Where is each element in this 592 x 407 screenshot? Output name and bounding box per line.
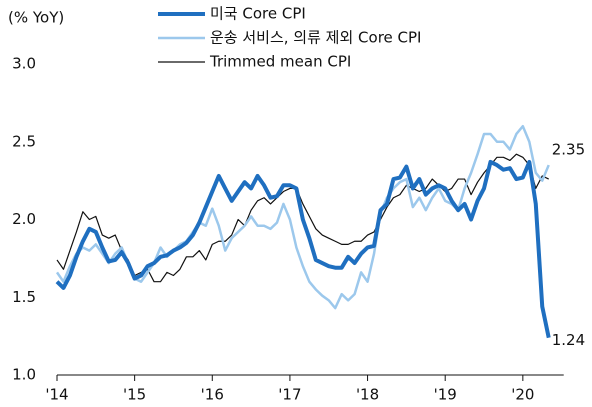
x-tick-label: '20 xyxy=(511,386,534,404)
y-axis-label: (% YoY) xyxy=(8,9,64,27)
end-label: 2.35 xyxy=(552,141,585,159)
legend-label: 운송 서비스, 의류 제외 Core CPI xyxy=(210,29,421,47)
series-line xyxy=(55,124,550,310)
y-tick-label: 3.0 xyxy=(12,55,36,73)
x-tick-label: '18 xyxy=(356,386,379,404)
y-tick-label: 2.5 xyxy=(12,132,36,150)
x-tick-label: '16 xyxy=(201,386,224,404)
legend-label: Trimmed mean CPI xyxy=(209,53,351,71)
end-label: 1.24 xyxy=(552,331,585,349)
y-tick-label: 2.0 xyxy=(12,210,36,228)
x-tick-label: '19 xyxy=(434,386,457,404)
y-tick-label: 1.5 xyxy=(12,288,36,306)
x-tick-label: '15 xyxy=(123,386,146,404)
series-line xyxy=(55,159,551,339)
x-tick-label: '17 xyxy=(278,386,301,404)
legend-label: 미국 Core CPI xyxy=(210,5,306,23)
y-tick-label: 1.0 xyxy=(12,366,36,384)
x-tick-label: '14 xyxy=(45,386,68,404)
